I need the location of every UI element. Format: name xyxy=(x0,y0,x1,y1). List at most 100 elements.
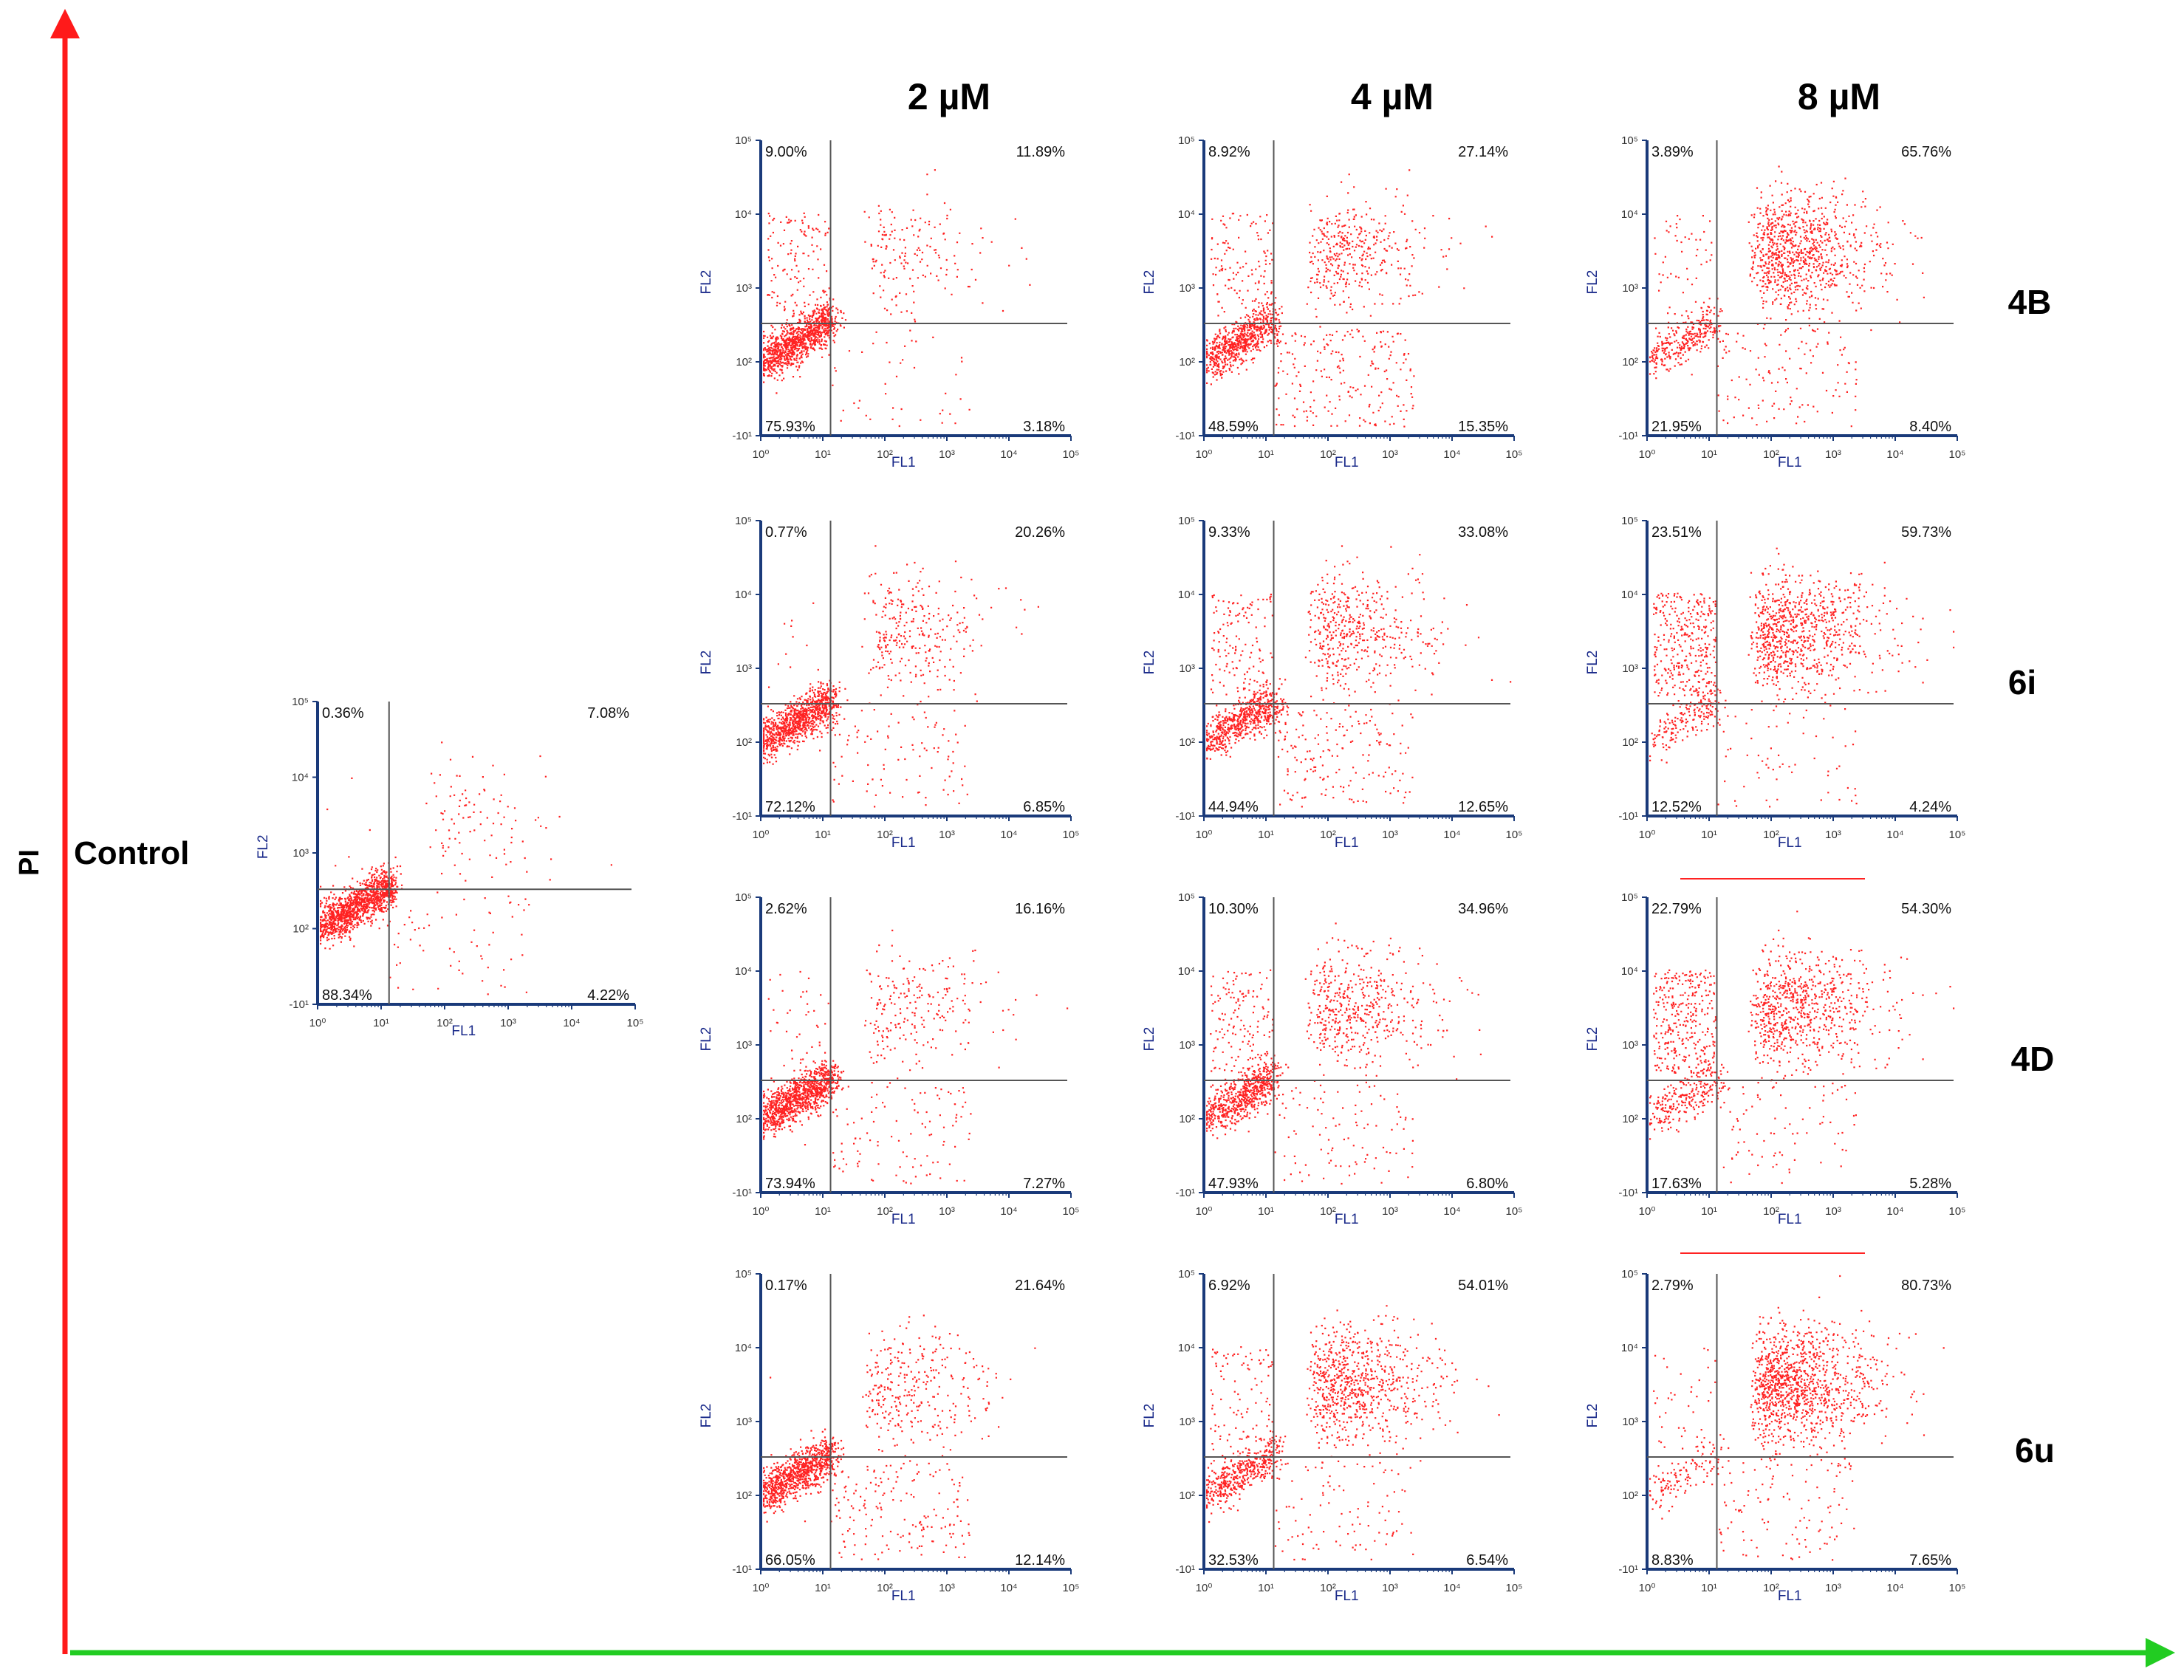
event-dots xyxy=(763,929,1069,1184)
quadrant-lower-right-pct: 5.28% xyxy=(1909,1176,1951,1192)
x-tick-label: 10⁵ xyxy=(1506,448,1523,461)
y-axis-name: FL2 xyxy=(256,834,271,859)
x-tick-label: 10³ xyxy=(1825,448,1841,461)
facs-plot-6i-0: 10⁰ 10¹ 10² 10³ 10⁴ 10⁵ 10⁵ 10⁴ 10³ 10² -10¹ FL1 FL2… xyxy=(699,515,1079,851)
facs-plot-4D-0: 10⁰ 10¹ 10² 10³ 10⁴ 10⁵ 10⁵ 10⁴ 10³ 10² -10¹ FL1 FL2… xyxy=(699,891,1079,1227)
y-tick-label: -10¹ xyxy=(1175,430,1195,442)
x-tick-label: 10⁴ xyxy=(1886,829,1903,841)
x-tick-label: 10⁴ xyxy=(563,1017,580,1029)
y-tick-label: 10³ xyxy=(1622,662,1638,675)
x-tick-label: 10⁵ xyxy=(1506,829,1523,841)
y-axis-name: FL2 xyxy=(699,651,714,675)
x-tick-label: 10² xyxy=(1763,1205,1779,1218)
x-axis-name: FL1 xyxy=(891,1212,916,1227)
y-tick-label: -10¹ xyxy=(732,810,752,823)
x-tick-label: 10⁰ xyxy=(309,1017,326,1029)
x-tick-label: 10² xyxy=(877,1205,893,1218)
y-axis-name: FL2 xyxy=(1585,1404,1601,1428)
y-tick-label: 10³ xyxy=(736,282,752,295)
quadrant-upper-right-pct: 27.14% xyxy=(1458,144,1508,160)
x-tick-label: 10¹ xyxy=(1258,1582,1274,1594)
quadrant-upper-left-pct: 9.00% xyxy=(765,144,807,160)
facs-plot-4B-2: 10⁰ 10¹ 10² 10³ 10⁴ 10⁵ 10⁵ 10⁴ 10³ 10² -10¹ FL1 FL2… xyxy=(1585,134,1965,470)
quadrant-upper-right-pct: 11.89% xyxy=(1016,144,1066,160)
x-tick-label: 10⁴ xyxy=(1000,1205,1017,1218)
row-label-4B: 4B xyxy=(2008,283,2052,321)
y-tick-label: 10² xyxy=(736,736,752,749)
y-tick-label: 10³ xyxy=(1179,1416,1195,1428)
x-axis-name: FL1 xyxy=(1778,1212,1802,1227)
y-tick-label: 10² xyxy=(1622,736,1638,749)
x-axis-name: FL1 xyxy=(891,1588,916,1604)
x-tick-label: 10⁴ xyxy=(1000,829,1017,841)
quadrant-upper-right-pct: 80.73% xyxy=(1901,1278,1951,1294)
column-label-2um: 2 µM xyxy=(908,76,990,117)
event-dots xyxy=(763,169,1031,428)
x-tick-label: 10¹ xyxy=(815,829,831,841)
y-axis-name: FL2 xyxy=(699,270,714,295)
y-tick-label: 10² xyxy=(736,1489,752,1502)
event-dots xyxy=(1649,1275,1945,1561)
y-tick-label: -10¹ xyxy=(732,430,752,442)
x-axis-name: FL1 xyxy=(891,835,916,851)
y-axis-name: FL2 xyxy=(699,1027,714,1052)
quadrant-lower-right-pct: 4.22% xyxy=(587,987,629,1004)
event-dots xyxy=(320,741,612,995)
y-tick-label: 10⁵ xyxy=(1621,891,1638,904)
facs-plot-6i-2: 10⁰ 10¹ 10² 10³ 10⁴ 10⁵ 10⁵ 10⁴ 10³ 10² -10¹ FL1 FL2… xyxy=(1585,515,1965,851)
y-tick-label: 10⁴ xyxy=(1621,589,1638,601)
x-tick-label: 10⁵ xyxy=(1949,829,1966,841)
x-tick-label: 10¹ xyxy=(815,1205,831,1218)
x-tick-label: 10⁵ xyxy=(1949,1582,1966,1594)
facs-plot-4D-1: 10⁰ 10¹ 10² 10³ 10⁴ 10⁵ 10⁵ 10⁴ 10³ 10² -10¹ FL1 FL2… xyxy=(1142,891,1522,1227)
x-tick-label: 10⁴ xyxy=(1000,448,1017,461)
x-tick-label: 10¹ xyxy=(1701,1205,1717,1218)
x-tick-label: 10⁰ xyxy=(1196,1205,1213,1218)
quadrant-upper-left-pct: 2.62% xyxy=(765,901,807,917)
pi-axis-arrowhead xyxy=(50,9,80,38)
y-axis-name: FL2 xyxy=(1585,1027,1601,1052)
x-tick-label: 10³ xyxy=(939,1205,955,1218)
quadrant-upper-right-pct: 21.64% xyxy=(1015,1278,1065,1294)
y-tick-label: 10³ xyxy=(1179,662,1195,675)
y-tick-label: -10¹ xyxy=(1175,1187,1195,1199)
quadrant-upper-left-pct: 23.51% xyxy=(1651,524,1702,541)
x-tick-label: 10⁵ xyxy=(1506,1582,1523,1594)
y-tick-label: 10³ xyxy=(736,662,752,675)
row-label-6u: 6u xyxy=(2015,1431,2055,1470)
x-axis-name: FL1 xyxy=(1335,455,1359,470)
x-tick-label: 10¹ xyxy=(373,1017,389,1029)
x-tick-label: 10³ xyxy=(1382,829,1398,841)
y-tick-label: 10³ xyxy=(292,847,309,860)
x-tick-label: 10⁵ xyxy=(1949,1205,1966,1218)
quadrant-lower-left-pct: 21.95% xyxy=(1651,419,1702,435)
y-tick-label: 10² xyxy=(736,1113,752,1125)
y-axis-name: FL2 xyxy=(1142,651,1157,675)
x-tick-label: 10⁰ xyxy=(753,829,770,841)
y-tick-label: -10¹ xyxy=(1618,430,1638,442)
x-axis-name: FL1 xyxy=(891,455,916,470)
row-label-6i: 6i xyxy=(2008,663,2036,702)
y-tick-label: 10² xyxy=(1179,356,1195,368)
quadrant-upper-right-pct: 33.08% xyxy=(1458,524,1508,541)
event-dots xyxy=(1649,547,1955,808)
y-tick-label: 10⁴ xyxy=(292,772,309,784)
x-tick-label: 10⁰ xyxy=(753,1582,770,1594)
y-tick-label: -10¹ xyxy=(1618,810,1638,823)
quadrant-lower-left-pct: 12.52% xyxy=(1651,799,1702,815)
y-tick-label: 10² xyxy=(1179,1113,1195,1125)
x-tick-label: 10² xyxy=(1320,829,1336,841)
quadrant-upper-right-pct: 16.16% xyxy=(1015,901,1065,917)
quadrant-lower-right-pct: 6.85% xyxy=(1023,799,1065,815)
x-tick-label: 10¹ xyxy=(1258,829,1274,841)
quadrant-lower-right-pct: 4.24% xyxy=(1909,799,1951,815)
y-tick-label: -10¹ xyxy=(1618,1187,1638,1199)
y-tick-label: 10⁴ xyxy=(1178,1342,1195,1354)
x-axis-name: FL1 xyxy=(451,1024,476,1039)
y-tick-label: 10³ xyxy=(736,1416,752,1428)
y-tick-label: 10⁴ xyxy=(1178,589,1195,601)
quadrant-lower-right-pct: 6.54% xyxy=(1466,1552,1508,1568)
y-tick-label: 10⁵ xyxy=(292,696,309,708)
facs-plot-4B-1: 10⁰ 10¹ 10² 10³ 10⁴ 10⁵ 10⁵ 10⁴ 10³ 10² -10¹ FL1 FL2… xyxy=(1142,134,1522,470)
quadrant-upper-right-pct: 54.01% xyxy=(1458,1278,1508,1294)
